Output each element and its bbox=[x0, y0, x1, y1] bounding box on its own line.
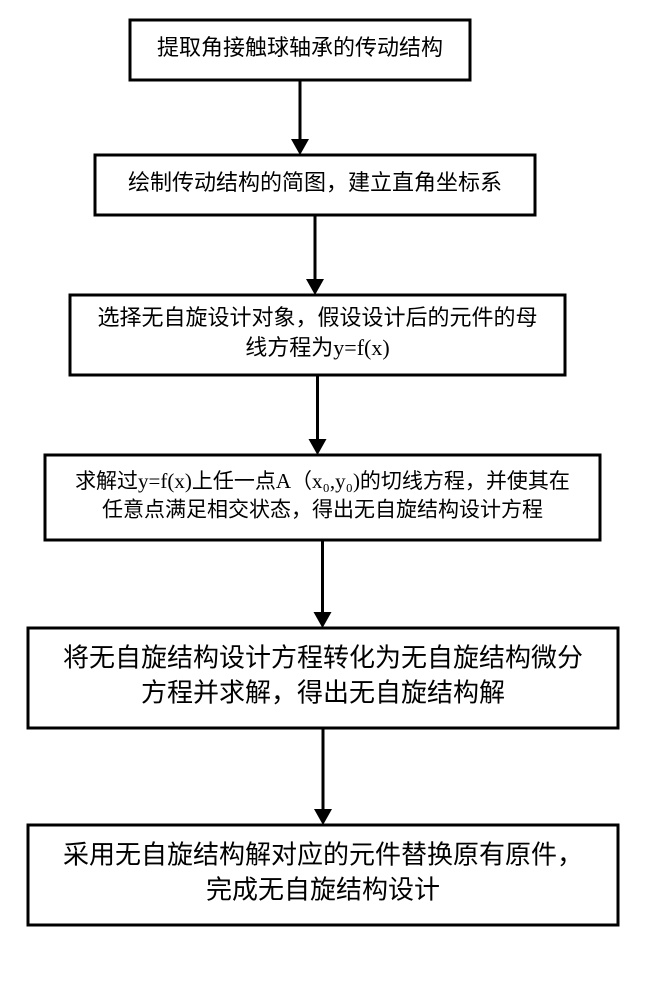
flow-node-text: 选择无自旋设计对象，假设设计后的元件的母 bbox=[97, 305, 537, 330]
flowchart-canvas: 提取角接触球轴承的传动结构绘制传动结构的简图，建立直角坐标系选择无自旋设计对象，… bbox=[0, 0, 672, 1000]
flow-node-text: 方程并求解，得出无自旋结构解 bbox=[141, 679, 505, 708]
flow-node-text: 求解过y=f(x)上任一点A（x₀,y₀)的切线方程，并使其在 bbox=[75, 469, 570, 493]
flow-node-text: 任意点满足相交状态，得出无自旋结构设计方程 bbox=[102, 497, 543, 521]
flow-node-text: 完成无自旋结构设计 bbox=[206, 876, 440, 905]
flow-node-text: 线方程为y=f(x) bbox=[245, 335, 389, 360]
flow-node-text: 绘制传动结构的简图，建立直角坐标系 bbox=[128, 170, 502, 195]
flow-node-text: 提取角接触球轴承的传动结构 bbox=[157, 35, 443, 60]
flow-node-text: 将无自旋结构设计方程转化为无自旋结构微分 bbox=[63, 643, 583, 672]
flow-node-text: 采用无自旋结构解对应的元件替换原有原件， bbox=[63, 840, 583, 869]
